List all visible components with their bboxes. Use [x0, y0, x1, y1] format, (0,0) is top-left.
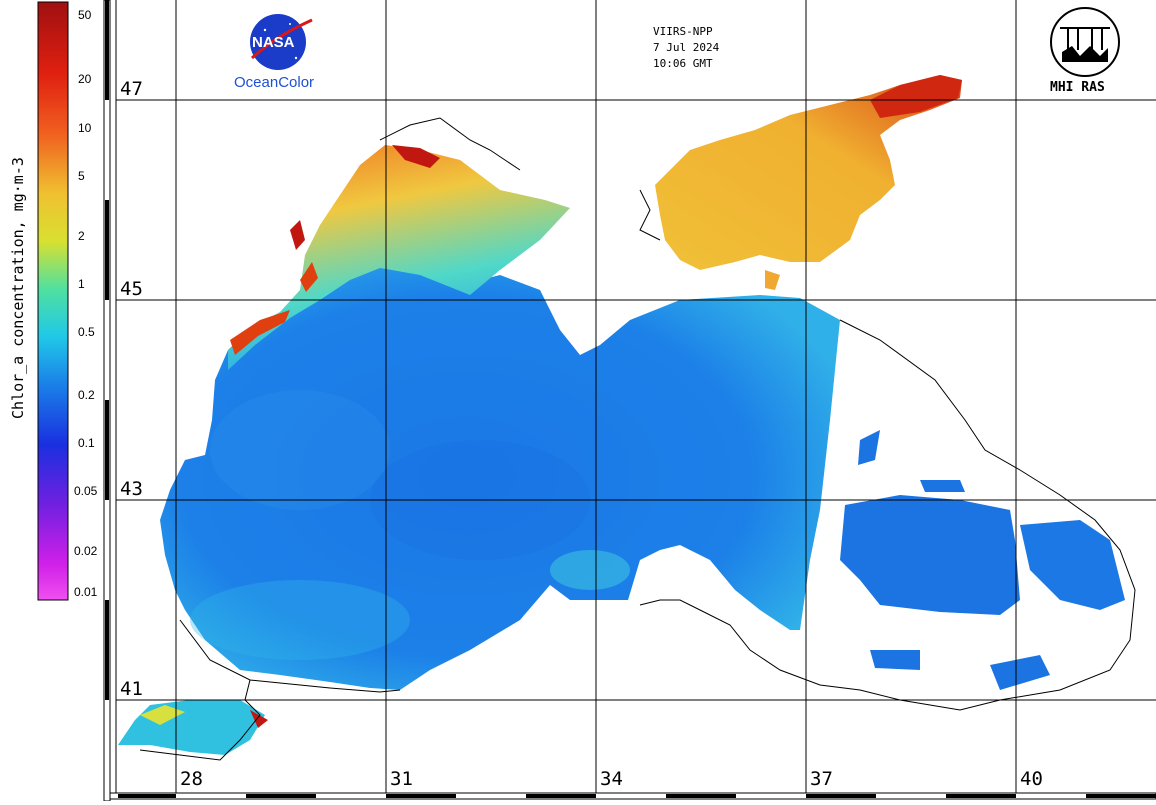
east-basin-patch: [840, 495, 1020, 615]
colorbar-tick: 0.01: [74, 585, 98, 599]
longitude-label: 28: [180, 768, 203, 790]
latitude-label: 41: [120, 678, 143, 700]
nw-shelf-high-chl: [228, 145, 570, 370]
marmara-sea: [118, 700, 265, 755]
colorbar-tick: 2: [78, 229, 85, 243]
colorbar-tick: 1: [78, 277, 85, 291]
sea-of-azov: [655, 75, 962, 270]
colorbar-tick: 50: [78, 8, 92, 22]
date-label: 7 Jul 2024: [653, 41, 720, 54]
coastline: [639, 319, 1136, 711]
colorbar-tick: 0.02: [74, 544, 98, 558]
latitude-label: 45: [120, 278, 143, 300]
latitude-label: 47: [120, 78, 143, 100]
colorbar-tick: 0.2: [78, 388, 95, 402]
colorbar: [37, 1, 69, 601]
sensor-label: VIIRS-NPP: [653, 25, 713, 38]
colorbar-tick: 0.1: [78, 436, 95, 450]
colorbar-tick: 0.05: [74, 484, 98, 498]
nasa-logo: [250, 14, 313, 70]
longitude-label: 40: [1020, 768, 1043, 790]
colorbar-title: Chlor_a concentration, mg·m-3: [9, 157, 27, 419]
nasa-logo-text: NASA: [252, 34, 295, 51]
longitude-label: 31: [390, 768, 413, 790]
coastal-bloom: [290, 220, 305, 250]
longitude-label: 37: [810, 768, 833, 790]
oceancolor-label: OceanColor: [234, 74, 315, 91]
longitude-label: 34: [600, 768, 623, 790]
time-label: 10:06 GMT: [653, 57, 713, 70]
mhi-ras-label: MHI RAS: [1050, 80, 1105, 95]
bottom-ruler: [109, 792, 1156, 800]
colorbar-tick: 5: [78, 169, 85, 183]
graticule: [116, 0, 1156, 793]
mhi-logo: [1050, 7, 1120, 77]
colorbar-tick: 0.5: [78, 325, 95, 339]
black-sea-water: [160, 262, 840, 690]
colorbar-tick: 10: [78, 121, 92, 135]
latitude-label: 43: [120, 478, 143, 500]
colorbar-tick: 20: [78, 72, 92, 86]
